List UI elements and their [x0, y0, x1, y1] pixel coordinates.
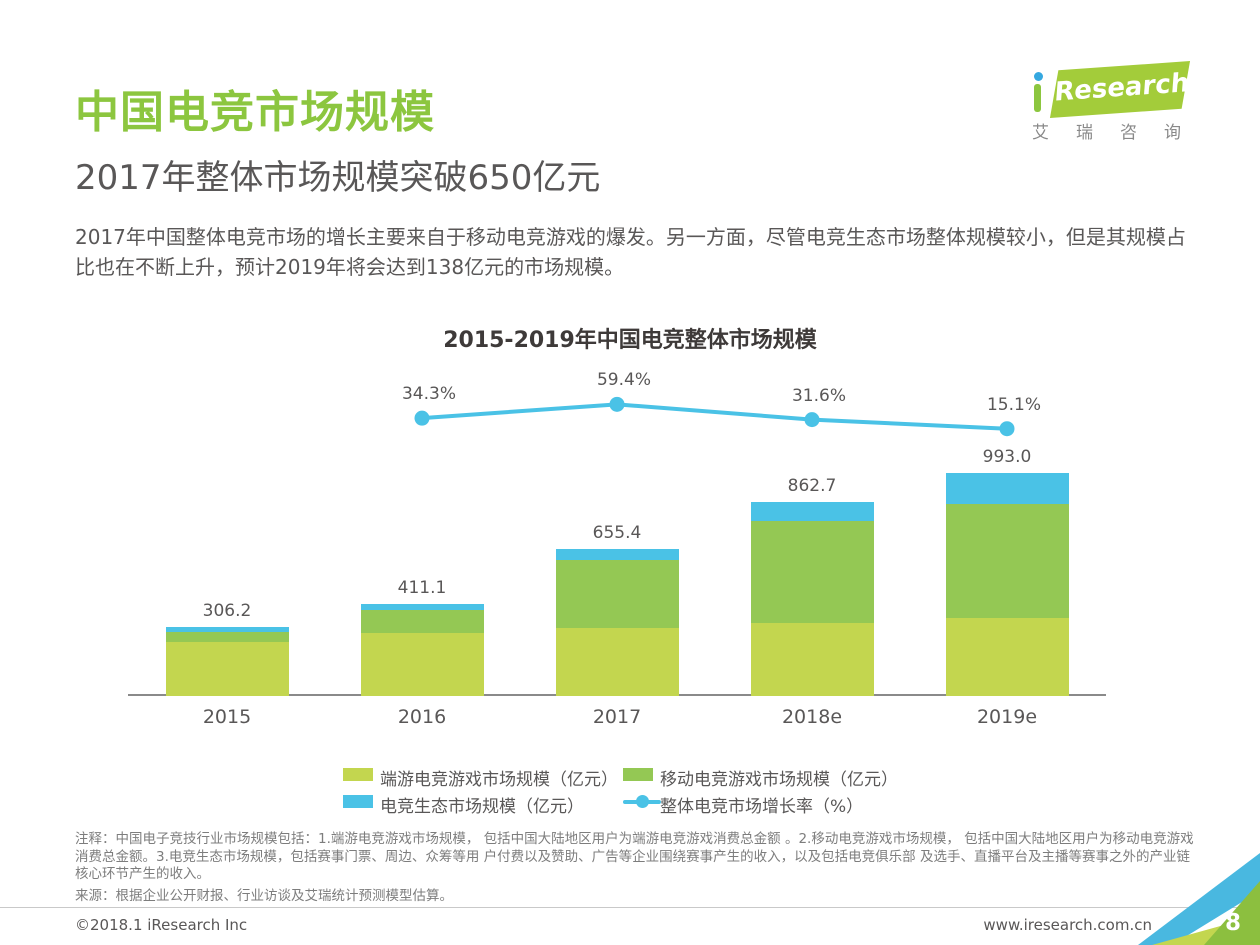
bar-total-label-2019e: 993.0 — [982, 446, 1032, 467]
legend-label: 移动电竞游戏市场规模（亿元） — [660, 770, 898, 790]
growth-point-2018e — [804, 412, 820, 428]
footnote-text: 注释：中国电子竞技行业市场规模包括：1.端游电竞游戏市场规模， 包括中国大陆地区… — [75, 831, 1194, 882]
corner-green-triangle — [1204, 881, 1260, 945]
legend-swatch-client-games — [343, 768, 373, 781]
growth-point-2017 — [609, 396, 625, 412]
bar-2015-segment-1 — [165, 631, 289, 642]
legend-label: 电竞生态市场规模（亿元） — [380, 797, 584, 817]
bar-total-label-2015: 306.2 — [202, 601, 252, 622]
iresearch-logo: Research 艾瑞咨询 — [1032, 58, 1202, 143]
logo-parallelogram: Research — [1049, 61, 1191, 118]
x-axis-label-2017: 2017 — [592, 706, 642, 728]
bar-2019e-segment-2 — [945, 472, 1069, 504]
bar-total-label-2016: 411.1 — [397, 577, 447, 598]
bar-total-label-2018e: 862.7 — [787, 475, 837, 496]
x-axis-label-2016: 2016 — [397, 706, 447, 728]
bar-2017-segment-1 — [555, 559, 679, 629]
logo-i-stem — [1034, 84, 1041, 112]
legend-label: 端游电竞游戏市场规模（亿元） — [380, 770, 618, 790]
legend-swatch-ecosystem — [343, 795, 373, 808]
logo-brand-text: Research — [1053, 68, 1191, 108]
x-axis-label-2018e: 2018e — [781, 706, 843, 728]
x-axis-label-2015: 2015 — [202, 706, 252, 728]
growth-dot-icon — [636, 795, 649, 808]
footer-divider — [0, 907, 1260, 908]
bar-2019e-segment-0 — [945, 617, 1069, 696]
x-axis-line — [128, 694, 1106, 696]
bar-2016-segment-1 — [360, 610, 484, 634]
bar-2017-segment-2 — [555, 548, 679, 560]
corner-decoration: 8 — [1138, 853, 1260, 945]
growth-label-2019e: 15.1% — [986, 394, 1041, 415]
growth-label-2017: 59.4% — [596, 370, 651, 391]
copyright-text: ©2018.1 iResearch Inc — [75, 916, 248, 934]
bar-total-label-2017: 655.4 — [592, 522, 642, 543]
growth-label-2016: 34.3% — [401, 384, 456, 405]
bar-2019e-segment-1 — [945, 503, 1069, 618]
page-title: 中国电竞市场规模 — [75, 87, 435, 138]
bar-2015-segment-0 — [165, 641, 289, 696]
bar-2018e-segment-0 — [750, 622, 874, 696]
legend-swatch-mobile-games — [623, 768, 653, 781]
logo-i-icon — [1032, 72, 1044, 112]
corner-blue-band — [1138, 853, 1260, 945]
page-number: 8 — [1225, 910, 1241, 936]
bar-2018e-segment-2 — [750, 501, 874, 522]
bar-2016-segment-2 — [360, 603, 484, 611]
source-text: 来源：根据企业公开财报、行业访谈及艾瑞统计预测模型估算。 — [75, 888, 453, 904]
bar-2015-segment-2 — [165, 627, 289, 632]
growth-point-2019e — [999, 421, 1015, 437]
website-link[interactable]: www.iresearch.com.cn — [983, 916, 1152, 934]
x-axis-label-2019e: 2019e — [976, 706, 1038, 728]
intro-paragraph: 2017年中国整体电竞市场的增长主要来自于移动电竞游戏的爆发。另一方面，尽管电竞… — [75, 225, 1186, 279]
growth-label-2018e: 31.6% — [791, 385, 846, 406]
bar-2017-segment-0 — [555, 628, 679, 696]
growth-point-2016 — [414, 410, 430, 426]
bar-2018e-segment-1 — [750, 521, 874, 623]
logo-i-dot — [1034, 72, 1043, 81]
chart-title: 2015-2019年中国电竞整体市场规模 — [443, 328, 817, 353]
legend-label: 整体电竞市场增长率（%） — [660, 797, 864, 817]
logo-chinese-text: 艾瑞咨询 — [1032, 123, 1208, 143]
bar-2016-segment-0 — [360, 633, 484, 696]
page-subtitle: 2017年整体市场规模突破650亿元 — [75, 158, 601, 198]
